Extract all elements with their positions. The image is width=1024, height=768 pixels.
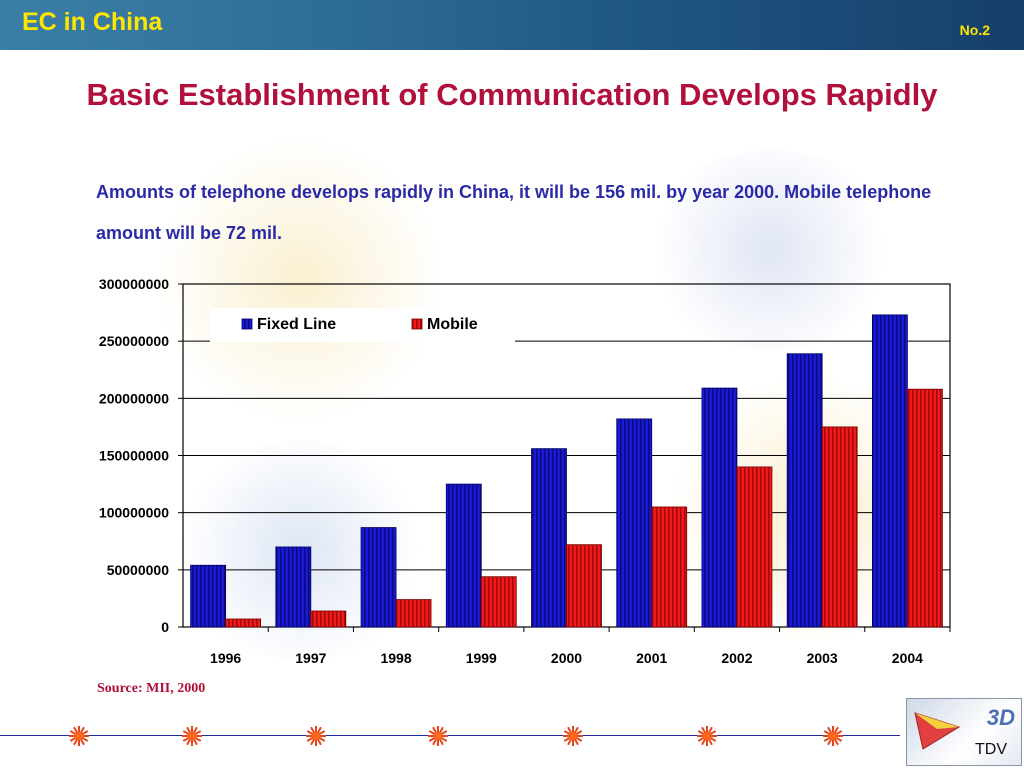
logo-text: TDV bbox=[975, 741, 1007, 758]
sun-icon bbox=[305, 725, 327, 747]
x-tick-label: 2001 bbox=[636, 650, 667, 666]
logo-triangle-icon bbox=[914, 712, 961, 750]
bar-chart: 0 50000000 100000000 150000000 200000000 2500… bbox=[99, 276, 951, 666]
y-tick-label: 300000000 bbox=[99, 276, 169, 292]
sun-icon bbox=[696, 725, 718, 747]
sun-icon bbox=[562, 725, 584, 747]
y-tick-label: 150000000 bbox=[99, 448, 169, 464]
footer-divider bbox=[0, 735, 900, 736]
legend-box bbox=[210, 308, 515, 342]
bar-mobile bbox=[480, 576, 517, 628]
x-tick-label: 1997 bbox=[295, 650, 326, 666]
bar-fixed-line bbox=[786, 353, 823, 628]
logo-3d-mark: 3D bbox=[986, 705, 1015, 730]
sun-icon bbox=[427, 725, 449, 747]
y-tick-label: 200000000 bbox=[99, 390, 169, 406]
subtitle-text: Amounts of telephone develops rapidly in… bbox=[96, 182, 932, 243]
bar-mobile bbox=[736, 466, 773, 628]
x-tick-label: 1998 bbox=[380, 650, 411, 666]
x-tick-label: 2000 bbox=[551, 650, 582, 666]
x-tick-label: 2004 bbox=[892, 650, 923, 666]
header-title: EC in China bbox=[22, 8, 163, 36]
slide-number: No.2 bbox=[959, 22, 990, 38]
bar-mobile bbox=[566, 544, 602, 628]
page-title: Basic Establishment of Communication Dev… bbox=[86, 77, 938, 112]
x-tick-label: 2003 bbox=[807, 650, 838, 666]
bar-mobile bbox=[225, 618, 262, 628]
bar-fixed-line bbox=[360, 527, 397, 628]
legend-swatch-fixed-line bbox=[241, 318, 253, 330]
bar-mobile bbox=[310, 610, 347, 628]
x-tick-label: 1999 bbox=[466, 650, 497, 666]
bar-fixed-line bbox=[445, 483, 482, 628]
source-note: Source: MII, 2000 bbox=[97, 681, 206, 696]
bar-fixed-line bbox=[616, 418, 653, 628]
bar-mobile bbox=[395, 599, 432, 628]
legend-label: Mobile bbox=[427, 316, 478, 333]
legend-swatch-mobile bbox=[411, 318, 423, 330]
bar-fixed-line bbox=[871, 314, 908, 628]
x-tick-label: 1996 bbox=[210, 650, 241, 666]
bar-fixed-line bbox=[275, 546, 312, 628]
bar-fixed-line bbox=[701, 387, 738, 628]
sun-icon bbox=[68, 725, 90, 747]
sun-icon bbox=[181, 725, 203, 747]
bar-mobile bbox=[651, 506, 688, 628]
bar-mobile bbox=[906, 388, 943, 628]
legend-label: Fixed Line bbox=[257, 316, 336, 333]
y-tick-label: 0 bbox=[161, 619, 169, 635]
bar-mobile bbox=[821, 426, 858, 628]
x-tick-label: 2002 bbox=[721, 650, 752, 666]
y-tick-label: 50000000 bbox=[107, 562, 170, 578]
sun-icon bbox=[822, 725, 844, 747]
tdv-logo: 3D TDV bbox=[906, 698, 1022, 766]
bar-fixed-line bbox=[190, 564, 227, 628]
y-tick-label: 250000000 bbox=[99, 333, 169, 349]
bar-fixed-line bbox=[531, 448, 567, 628]
y-tick-label: 100000000 bbox=[99, 505, 169, 521]
header-bar: EC in China No.2 bbox=[0, 0, 1024, 50]
